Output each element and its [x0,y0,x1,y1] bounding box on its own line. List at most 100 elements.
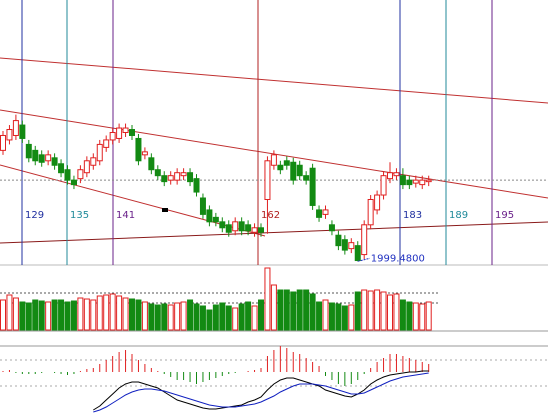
candle-body [141,151,148,156]
macd-line [93,370,429,411]
candle-body [341,239,348,251]
candle-body [406,179,413,186]
candle-body [264,160,271,200]
candle-body [374,194,381,211]
volume-bar [328,302,335,331]
volume-bar [32,299,39,331]
candle-body [296,164,303,177]
volume-bar [341,305,348,331]
volume-bar [296,289,303,331]
candle-body [303,175,310,181]
candle-body [238,221,245,232]
volume-bar [361,289,368,331]
volume-bar [187,299,194,331]
candle-body [232,221,239,232]
candle-body [129,129,135,136]
volume-bar [70,300,77,331]
candle-body [393,172,400,177]
candle-body [251,227,258,233]
macd-line [93,372,429,413]
candle-body [270,154,277,166]
candle-body [58,163,65,174]
candle-body [380,175,387,196]
volume-bar [258,299,264,331]
volume-bar [412,302,419,331]
candle-body [316,209,323,218]
candle-body [109,132,116,141]
volume-bar [277,289,284,331]
volume-bar [19,301,26,331]
candle-body [309,167,316,206]
volume-bar [290,291,297,331]
candle-body [174,172,181,181]
volume-bar [232,307,239,331]
volume-bar [199,305,206,331]
candle-body [387,172,393,180]
low-pointer [357,257,370,262]
volume-bar [174,302,181,331]
candle-body [64,169,71,181]
candle-body [206,209,213,223]
volume-bar [83,298,90,331]
marker [162,208,168,212]
candle-body [19,124,26,139]
candle-body [135,137,142,162]
candle-body [225,224,232,233]
trend-line [0,221,548,244]
volume-bar [161,303,168,331]
candle-body [399,175,406,186]
volume-bar [322,299,329,331]
candle-body [187,172,194,183]
candle-body [90,157,97,166]
candle-body [348,242,355,250]
volume-bar [367,290,374,331]
candle-body [283,160,290,166]
candle-body [219,221,226,229]
volume-bar [51,299,58,331]
candle-body [12,120,19,136]
volume-bar [193,303,200,331]
volume-bar [38,300,45,331]
volume-bar [251,305,258,331]
candle-body [361,224,368,256]
volume-bar [219,302,226,331]
volume-bar [96,295,103,331]
candle-body [167,175,174,181]
volume-bar [387,294,393,331]
candle-body [103,139,110,148]
volume-bar [380,291,387,331]
candle-body [335,234,342,247]
candle-body [77,169,84,180]
volume-bar [212,304,219,331]
volume-bar [6,294,13,331]
volume-bar [141,301,148,331]
volume-bar [425,301,432,331]
volume-bar [180,301,187,331]
volume-bar [399,299,406,331]
candle-body [290,161,297,181]
volume-bar [25,302,32,331]
candle-body [154,169,161,177]
candle-body [96,143,103,162]
candle-body [425,179,432,183]
volume-bar [309,293,316,331]
cycle-label: 189 [449,210,468,221]
candle-body [45,154,52,162]
volume-bar [270,284,277,331]
volume-bar [116,295,123,331]
volume-bar [167,304,174,331]
candle-body [122,127,129,133]
candle-body [116,127,123,139]
candle-body [277,164,284,171]
volume-bar [264,267,271,331]
volume-bar [77,297,84,331]
candle-body [83,160,90,174]
candle-body [25,143,32,159]
candle-body [328,224,335,232]
volume-bar [135,299,142,331]
volume-bar [406,301,413,331]
candle-body [0,134,6,151]
candle-body [258,227,264,233]
